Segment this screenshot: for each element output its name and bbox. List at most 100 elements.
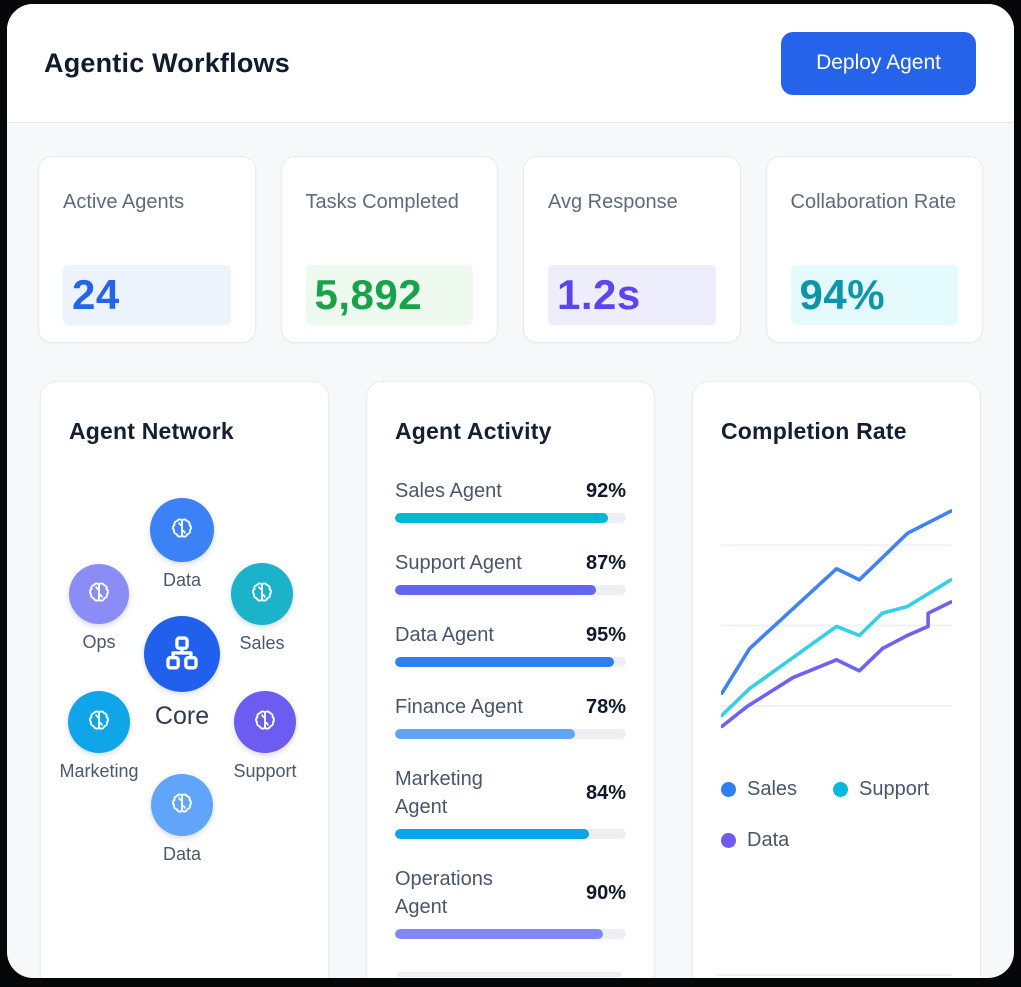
series-line-sales bbox=[721, 509, 952, 695]
series-line-data bbox=[721, 600, 952, 729]
stat-card: Collaboration Rate 94% bbox=[765, 156, 983, 343]
stat-label: Avg Response bbox=[548, 191, 678, 213]
legend-item-sales: Sales bbox=[721, 778, 833, 801]
activity-row: Operations Agent 90% bbox=[395, 865, 626, 939]
activity-bar-fill bbox=[395, 929, 603, 939]
activity-row-head: Marketing Agent 84% bbox=[395, 765, 626, 821]
activity-bar-fill bbox=[395, 513, 608, 523]
activity-row: Support Agent 87% bbox=[395, 549, 626, 595]
network-node-label: Ops bbox=[82, 632, 116, 652]
activity-row-head: Finance Agent 78% bbox=[395, 693, 626, 721]
legend-label: Support bbox=[859, 778, 930, 801]
brain-icon bbox=[89, 710, 109, 730]
activity-row-head: Data Agent 95% bbox=[395, 621, 626, 649]
agent-activity-panel: Agent Activity Sales Agent 92% Support Age… bbox=[366, 381, 655, 978]
agent-percent: 84% bbox=[585, 782, 626, 804]
completion-rate-title: Completion Rate bbox=[721, 418, 907, 444]
activity-bar-track bbox=[395, 585, 626, 595]
activity-bar-track bbox=[395, 729, 626, 739]
stat-card: Active Agents 24 bbox=[38, 156, 256, 343]
agent-percent: 87% bbox=[585, 552, 626, 574]
legend-dot bbox=[833, 782, 848, 798]
agent-network-title: Agent Network bbox=[69, 418, 234, 444]
network-node-label: Core bbox=[154, 702, 210, 730]
agent-label: Operations Agent bbox=[395, 868, 493, 918]
agent-percent: 95% bbox=[585, 624, 626, 646]
stat-label: Active Agents bbox=[63, 191, 185, 213]
network-node-label: Support bbox=[233, 761, 297, 781]
sitemap-icon bbox=[166, 636, 198, 670]
network-node-label: Data bbox=[162, 844, 202, 864]
stats-row: Active Agents 24 Tasks Completed 5,892 Avg R… bbox=[7, 156, 1014, 343]
agent-percent: 92% bbox=[585, 480, 626, 502]
agent-activity-title: Agent Activity bbox=[395, 418, 552, 444]
network-node-sales bbox=[231, 563, 293, 625]
network-node-label: Marketing bbox=[59, 761, 139, 781]
stat-label: Tasks Completed bbox=[305, 191, 459, 213]
chart-legend: Sales Support Data bbox=[721, 778, 952, 852]
brain-icon bbox=[172, 518, 192, 538]
completion-rate-panel: Completion Rate Sales Support Data bbox=[692, 381, 981, 978]
network-node-marketing bbox=[68, 691, 130, 753]
legend-item-data: Data bbox=[721, 829, 833, 852]
brain-icon bbox=[172, 793, 192, 813]
activity-bar-track bbox=[395, 929, 626, 939]
network-node-core bbox=[144, 616, 220, 692]
agent-percent: 90% bbox=[585, 882, 626, 904]
brain-icon bbox=[255, 710, 275, 730]
activity-bar-fill bbox=[395, 829, 590, 839]
agent-label: Data Agent bbox=[395, 624, 494, 646]
legend-dot bbox=[721, 782, 736, 798]
brain-icon bbox=[89, 582, 109, 602]
legend-label: Sales bbox=[747, 778, 798, 801]
agent-percent: 78% bbox=[585, 696, 626, 718]
deploy-agent-button[interactable]: Deploy Agent bbox=[781, 31, 976, 95]
network-node-ops bbox=[69, 564, 129, 624]
legend-dot bbox=[721, 833, 736, 849]
stat-value: 94% bbox=[790, 265, 958, 325]
activity-bar-fill bbox=[395, 585, 596, 595]
header: Agentic Workflows Deploy Agent bbox=[7, 4, 1014, 123]
stat-value: 24 bbox=[63, 265, 231, 325]
activity-row: Data Agent 95% bbox=[395, 621, 626, 667]
activity-bar-track bbox=[395, 657, 626, 667]
agent-label: Support Agent bbox=[395, 552, 522, 574]
activity-bar-track bbox=[395, 513, 626, 523]
next-row-track-cutoff bbox=[397, 972, 622, 977]
agent-network-diagram: Data Ops Sales Core Marketing Support Data bbox=[41, 382, 328, 978]
activity-row: Marketing Agent 84% bbox=[395, 765, 626, 839]
agent-label: Sales Agent bbox=[395, 480, 502, 502]
activity-bar-track bbox=[395, 829, 626, 839]
panels-row: Agent Network Data Ops Sales Core Marketing S… bbox=[7, 381, 1014, 978]
activity-row-head: Operations Agent 90% bbox=[395, 865, 626, 921]
activity-row: Sales Agent 92% bbox=[395, 477, 626, 523]
series-line-support bbox=[721, 578, 952, 718]
network-node-label: Data bbox=[162, 570, 202, 590]
completion-rate-chart bbox=[721, 509, 952, 729]
stat-card: Avg Response 1.2s bbox=[523, 156, 741, 343]
activity-row-head: Support Agent 87% bbox=[395, 549, 626, 577]
agent-label: Marketing Agent bbox=[395, 768, 483, 818]
agent-network-panel: Agent Network Data Ops Sales Core Marketing S… bbox=[40, 381, 329, 978]
dashboard-body: Active Agents 24 Tasks Completed 5,892 Avg R… bbox=[7, 156, 1014, 978]
legend-item-support: Support bbox=[833, 778, 952, 801]
stat-label: Collaboration Rate bbox=[790, 191, 957, 213]
network-node-label: Sales bbox=[239, 633, 285, 653]
legend-label: Data bbox=[747, 829, 790, 852]
stat-value: 1.2s bbox=[548, 265, 716, 325]
activity-bar-fill bbox=[395, 657, 615, 667]
completion-rate-chart-wrap bbox=[721, 499, 952, 748]
agent-label: Finance Agent bbox=[395, 696, 523, 718]
activity-bar-fill bbox=[395, 729, 576, 739]
stat-card: Tasks Completed 5,892 bbox=[280, 156, 498, 343]
stat-value: 5,892 bbox=[305, 265, 473, 325]
panel-divider bbox=[717, 974, 952, 976]
activity-row-head: Sales Agent 92% bbox=[395, 477, 626, 505]
network-node-data bbox=[151, 774, 213, 836]
brain-icon bbox=[252, 582, 272, 602]
network-node-support bbox=[234, 691, 296, 753]
app-window: Agentic Workflows Deploy Agent Active Ag… bbox=[7, 4, 1014, 978]
activity-row: Finance Agent 78% bbox=[395, 693, 626, 739]
page-title: Agentic Workflows bbox=[44, 47, 290, 78]
network-node-data bbox=[150, 498, 214, 562]
